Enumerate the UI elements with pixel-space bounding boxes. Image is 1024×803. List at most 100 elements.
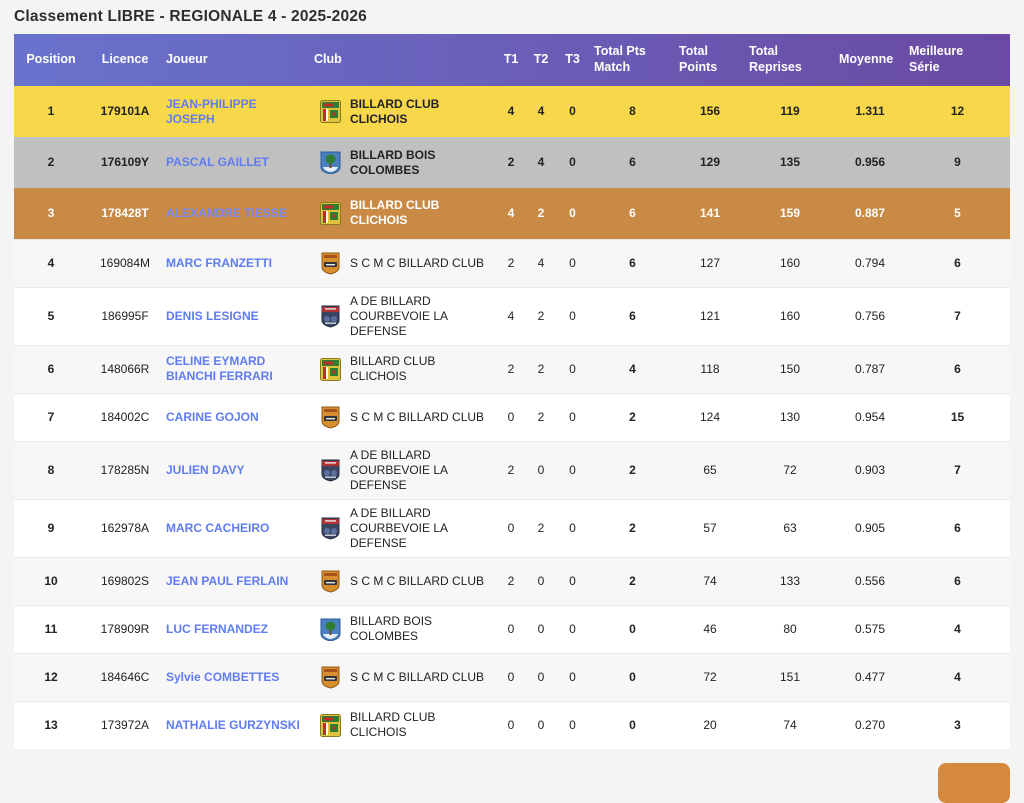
- cell-t1: 4: [495, 286, 527, 345]
- cell-t3: 0: [555, 652, 590, 701]
- scmc-crest-icon: [320, 252, 341, 275]
- table-row: 2 176109Y PASCAL GAILLET BILLARD BOIS CO…: [14, 137, 1010, 188]
- player-link[interactable]: CELINE EYMARD BIANCHI FERRARI: [166, 354, 273, 383]
- table-header-row: Position Licence Joueur Club T1 T2 T3 Total Pts…: [14, 34, 1010, 86]
- cell-total-points: 74: [675, 556, 745, 605]
- clichois-crest-icon: [320, 713, 341, 737]
- cell-t3: 0: [555, 344, 590, 393]
- courbevoie-crest-icon: [320, 459, 341, 482]
- cell-licence: 186995F: [88, 286, 162, 345]
- table-row: 7 184002C CARINE GOJON S C M C BILLARD C…: [14, 392, 1010, 441]
- cell-t3: 0: [555, 604, 590, 653]
- page-title: Classement LIBRE - REGIONALE 4 - 2025-20…: [14, 8, 367, 25]
- cell-total-reprises: 135: [779, 155, 801, 169]
- cell-meilleure-serie: 6: [905, 556, 1010, 605]
- cell-t1: 0: [495, 652, 527, 701]
- player-link[interactable]: LUC FERNANDEZ: [166, 621, 268, 636]
- cell-total-points: 156: [699, 104, 721, 118]
- cell-meilleure-serie: 6: [905, 238, 1010, 287]
- cell-t1: 0: [495, 700, 527, 749]
- player-link[interactable]: PASCAL GAILLET: [166, 155, 269, 169]
- column-header-total-points: Total Points: [679, 44, 718, 74]
- cell-club: BILLARD CLUB CLICHOIS: [310, 188, 495, 239]
- back-to-top-button[interactable]: [938, 763, 1010, 803]
- courbevoie-crest-icon: [320, 305, 341, 328]
- cell-position: 3: [47, 205, 55, 220]
- cell-total-pts-match: 6: [590, 286, 675, 345]
- column-header-club: Club: [314, 52, 342, 67]
- column-header-t3: T3: [565, 52, 580, 67]
- cell-t3: 0: [555, 556, 590, 605]
- cell-t3: 0: [555, 498, 590, 557]
- player-link[interactable]: ALEXANDRE TIESSE: [166, 205, 287, 220]
- cell-total-points: 129: [699, 155, 721, 169]
- club-name: BILLARD CLUB CLICHOIS: [350, 354, 436, 383]
- cell-licence: 178428T: [101, 205, 149, 220]
- cell-club: BILLARD BOIS COLOMBES: [310, 604, 495, 653]
- cell-t1: 4: [507, 104, 515, 118]
- table-row: 1 179101A JEAN-PHILIPPE JOSEPH BILLARD C…: [14, 86, 1010, 137]
- table-row: 8 178285N JULIEN DAVY A DE BILLARD COURB…: [14, 440, 1010, 499]
- table-row: 9 162978A MARC CACHEIRO A DE BILLARD COU…: [14, 498, 1010, 557]
- column-header-t1: T1: [503, 52, 519, 67]
- club-name: BILLARD BOIS COLOMBES: [350, 614, 433, 643]
- club-name: A DE BILLARD COURBEVOIE LA DEFENSE: [350, 447, 448, 492]
- player-link[interactable]: DENIS LESIGNE: [166, 308, 259, 323]
- cell-position: 5: [14, 286, 88, 345]
- cell-moyenne: 0.794: [835, 238, 905, 287]
- cell-t2: 2: [527, 498, 555, 557]
- cell-meilleure-serie: 5: [954, 205, 961, 220]
- club-name: S C M C BILLARD CLUB: [350, 409, 485, 424]
- cell-club: A DE BILLARD COURBEVOIE LA DEFENSE: [310, 498, 495, 557]
- column-header-meilleure-serie: Meilleure Série: [909, 44, 964, 74]
- ranking-table: Position Licence Joueur Club T1 T2 T3 Total Pts…: [14, 34, 1010, 749]
- player-link[interactable]: CARINE GOJON: [166, 409, 259, 424]
- player-link[interactable]: MARC CACHEIRO: [166, 520, 270, 535]
- club-name: S C M C BILLARD CLUB: [350, 669, 485, 684]
- player-link[interactable]: JEAN PAUL FERLAIN: [166, 573, 289, 588]
- player-link[interactable]: Sylvie COMBETTES: [166, 669, 280, 684]
- cell-total-points: 65: [675, 440, 745, 499]
- cell-player: MARC CACHEIRO: [162, 498, 310, 557]
- cell-moyenne: 0.270: [835, 700, 905, 749]
- club-name: BILLARD CLUB CLICHOIS: [350, 710, 436, 740]
- cell-meilleure-serie: 7: [905, 440, 1010, 499]
- cell-t1: 2: [507, 155, 515, 169]
- player-link[interactable]: JEAN-PHILIPPE JOSEPH: [166, 96, 257, 126]
- cell-total-points: 141: [699, 205, 721, 220]
- player-link[interactable]: JULIEN DAVY: [166, 462, 245, 477]
- table-row: 12 184646C Sylvie COMBETTES S C M C BILL…: [14, 652, 1010, 701]
- cell-t1: 2: [495, 238, 527, 287]
- cell-t1: 0: [495, 392, 527, 441]
- cell-meilleure-serie: 15: [905, 392, 1010, 441]
- cell-licence: 178909R: [88, 604, 162, 653]
- cell-moyenne: 0.575: [835, 604, 905, 653]
- cell-club: BILLARD CLUB CLICHOIS: [310, 344, 495, 393]
- cell-meilleure-serie: 6: [905, 344, 1010, 393]
- cell-t3: 0: [555, 286, 590, 345]
- cell-total-reprises: 133: [745, 556, 835, 605]
- cell-club: BILLARD BOIS COLOMBES: [310, 137, 495, 188]
- ranking-table-container: Position Licence Joueur Club T1 T2 T3 Total Pts…: [14, 34, 1010, 749]
- cell-t3: 0: [569, 205, 576, 220]
- player-link[interactable]: NATHALIE GURZYNSKI: [166, 717, 300, 732]
- club-name: A DE BILLARD COURBEVOIE LA DEFENSE: [350, 293, 448, 338]
- bois-colombes-crest-icon: [320, 618, 341, 641]
- cell-t2: 4: [537, 155, 545, 169]
- cell-total-pts-match: 0: [590, 604, 675, 653]
- cell-total-reprises: 63: [745, 498, 835, 557]
- cell-total-pts-match: 2: [590, 498, 675, 557]
- cell-moyenne: 0.956: [854, 155, 886, 169]
- cell-player: PASCAL GAILLET: [162, 137, 310, 188]
- cell-position: 2: [47, 155, 55, 169]
- cell-position: 8: [14, 440, 88, 499]
- cell-licence: 169084M: [88, 238, 162, 287]
- cell-t1: 2: [495, 556, 527, 605]
- player-link[interactable]: MARC FRANZETTI: [166, 255, 272, 270]
- cell-meilleure-serie: 3: [905, 700, 1010, 749]
- cell-t3: 0: [555, 440, 590, 499]
- table-row: 4 169084M MARC FRANZETTI S C M C BILLARD…: [14, 238, 1010, 287]
- cell-position: 6: [14, 344, 88, 393]
- club-name: BILLARD CLUB CLICHOIS: [350, 198, 440, 228]
- cell-licence: 148066R: [88, 344, 162, 393]
